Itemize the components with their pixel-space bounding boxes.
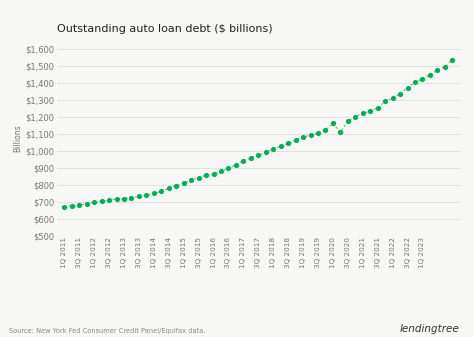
Point	[128, 195, 135, 201]
Point	[173, 183, 180, 188]
Point	[217, 168, 225, 174]
Point	[396, 91, 404, 97]
Point	[143, 192, 150, 198]
Point	[135, 194, 143, 199]
Point	[202, 173, 210, 178]
Point	[262, 149, 270, 155]
Point	[419, 76, 426, 81]
Point	[344, 119, 352, 124]
Point	[269, 146, 277, 152]
Point	[180, 181, 188, 186]
Point	[157, 189, 165, 194]
Point	[411, 80, 419, 85]
Text: Source: New York Fed Consumer Credit Panel/Equifax data.: Source: New York Fed Consumer Credit Pan…	[9, 328, 206, 334]
Point	[292, 137, 300, 143]
Point	[389, 95, 396, 100]
Point	[83, 201, 91, 206]
Point	[284, 141, 292, 146]
Point	[232, 162, 240, 167]
Point	[441, 64, 449, 70]
Point	[165, 186, 173, 191]
Point	[382, 99, 389, 104]
Point	[426, 72, 434, 78]
Point	[247, 155, 255, 161]
Point	[240, 158, 247, 163]
Point	[187, 178, 195, 183]
Point	[307, 132, 314, 138]
Point	[105, 197, 113, 203]
Text: Outstanding auto loan debt ($ billions): Outstanding auto loan debt ($ billions)	[57, 24, 273, 34]
Point	[210, 172, 218, 177]
Point	[98, 199, 105, 204]
Point	[359, 111, 366, 116]
Point	[329, 121, 337, 126]
Point	[434, 67, 441, 73]
Point	[322, 127, 329, 133]
Point	[299, 134, 307, 140]
Y-axis label: Billions: Billions	[13, 124, 22, 152]
Point	[61, 204, 68, 209]
Point	[91, 200, 98, 205]
Point	[366, 109, 374, 114]
Point	[195, 175, 202, 180]
Point	[150, 191, 158, 196]
Point	[120, 196, 128, 201]
Point	[277, 144, 284, 149]
Point	[255, 153, 262, 158]
Point	[448, 57, 456, 62]
Point	[314, 131, 322, 136]
Point	[68, 203, 75, 209]
Point	[404, 85, 411, 90]
Point	[225, 165, 232, 171]
Point	[374, 105, 382, 110]
Point	[352, 114, 359, 119]
Text: lendingtree: lendingtree	[400, 324, 460, 334]
Point	[75, 203, 83, 208]
Point	[113, 196, 120, 202]
Point	[337, 129, 344, 135]
